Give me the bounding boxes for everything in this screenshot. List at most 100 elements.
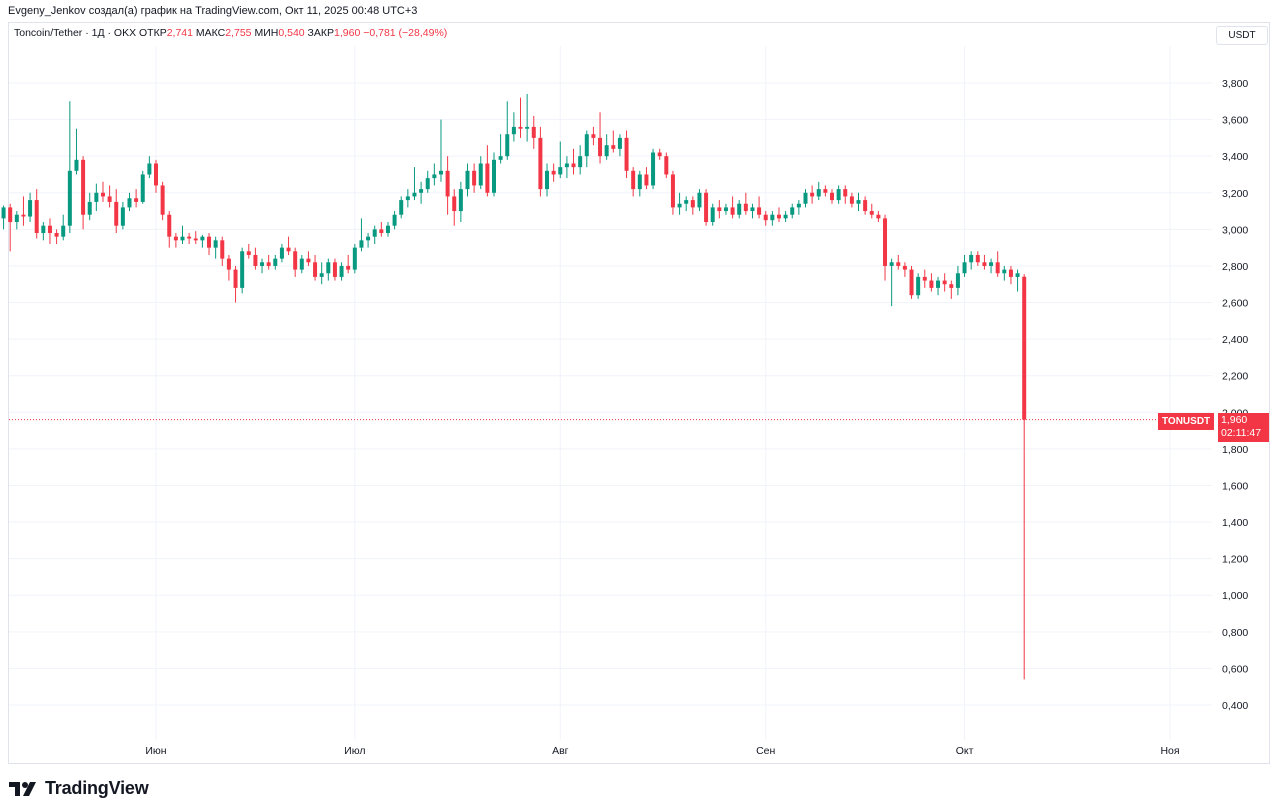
ohlc-legend: Toncoin/Tether · 1Д · OKX ОТКР2,741 МАКС…: [14, 27, 447, 39]
candle-body: [233, 269, 238, 288]
candle-body: [299, 258, 304, 270]
candle-body: [213, 240, 218, 248]
candle-body: [770, 214, 775, 221]
candle-body: [293, 251, 298, 270]
candle-body: [975, 254, 980, 263]
candle-body: [220, 240, 225, 259]
candle-body: [193, 238, 198, 241]
y-tick-label: 3,600: [1222, 115, 1248, 127]
y-tick-label: 3,800: [1222, 78, 1248, 90]
candle-body: [743, 203, 748, 212]
candle-body: [147, 163, 152, 175]
candle-body: [226, 258, 231, 270]
high-value: 2,755: [225, 27, 252, 39]
candle-body: [485, 163, 490, 193]
candle-body: [962, 262, 967, 274]
candle-body: [240, 251, 245, 288]
candle-body: [107, 196, 112, 202]
y-tick-label: 1,000: [1222, 590, 1248, 602]
y-tick-label: 1,200: [1222, 554, 1248, 566]
candle-body: [955, 273, 960, 288]
candle-body: [87, 201, 92, 215]
candle-body: [405, 196, 410, 201]
candle-body: [21, 214, 26, 217]
symbol-description[interactable]: Toncoin/Tether · 1Д · OKX: [14, 27, 137, 39]
candle-body: [61, 225, 66, 237]
candle-body: [273, 258, 278, 266]
candle-body: [684, 200, 689, 204]
y-tick-label: 2,800: [1222, 261, 1248, 273]
candle-body: [505, 134, 510, 157]
y-tick-label: 2,600: [1222, 298, 1248, 310]
candle-body: [551, 170, 556, 175]
candle-body: [432, 174, 437, 179]
candle-body: [366, 236, 371, 241]
candle-body: [558, 167, 563, 175]
y-tick-label: 3,000: [1222, 224, 1248, 236]
candle-body: [637, 174, 642, 190]
candle-body: [737, 203, 742, 215]
candle-body: [47, 225, 52, 234]
candle-body: [995, 262, 1000, 274]
candle-body: [385, 225, 390, 234]
open-value: 2,741: [166, 27, 193, 39]
candle-body: [352, 247, 357, 270]
candle-body: [425, 178, 430, 190]
candle-body: [74, 159, 79, 171]
candle-body: [412, 192, 417, 197]
candle-body: [889, 262, 894, 266]
candle-body: [34, 200, 39, 234]
candle-body: [856, 200, 861, 204]
candle-body: [306, 258, 311, 263]
candle-body: [472, 170, 477, 186]
candle-body: [624, 137, 629, 171]
candle-body: [710, 207, 715, 223]
candle-body: [326, 262, 331, 274]
y-tick-label: 1,600: [1222, 480, 1248, 492]
y-tick-label: 1,400: [1222, 517, 1248, 529]
candle-body: [969, 254, 974, 263]
candle-body: [611, 145, 616, 149]
candle-body: [127, 198, 132, 208]
candle-body: [750, 207, 755, 212]
candle-body: [207, 236, 212, 248]
candle-body: [339, 265, 344, 277]
candle-body: [279, 247, 284, 259]
candle-body: [492, 159, 496, 193]
last-price-tag: 1,960 02:11:47: [1218, 413, 1269, 442]
tradingview-wordmark: TradingView: [45, 778, 149, 798]
candle-body: [929, 280, 934, 288]
candle-body: [445, 170, 450, 197]
candle-body: [869, 211, 874, 215]
candle-body: [399, 200, 404, 215]
y-tick-label: 0,400: [1222, 700, 1248, 712]
candle-body: [584, 134, 589, 157]
candle-body: [41, 225, 46, 234]
tradingview-logo[interactable]: TradingView: [9, 778, 149, 799]
y-tick-label: 3,400: [1222, 151, 1248, 163]
candle-body: [545, 170, 550, 190]
candle-body: [531, 126, 536, 138]
close-value: 1,960: [334, 27, 361, 39]
candle-body: [949, 284, 954, 288]
candle-body: [836, 189, 841, 201]
candle-body: [167, 214, 172, 237]
candle-body: [677, 203, 682, 208]
candle-body: [359, 240, 364, 248]
currency-selector[interactable]: USDT: [1216, 26, 1268, 45]
candle-body: [723, 207, 728, 212]
candle-body: [763, 214, 768, 221]
candle-body: [690, 200, 695, 208]
candle-body: [704, 192, 709, 223]
candle-body: [438, 170, 443, 175]
open-label: ОТКР: [139, 27, 167, 39]
candle-body: [525, 126, 530, 129]
candle-body: [458, 189, 463, 212]
candle-body: [286, 247, 291, 252]
candle-body: [120, 207, 125, 226]
candle-body: [14, 214, 19, 223]
low-value: 0,540: [278, 27, 305, 39]
candle-body: [883, 218, 888, 266]
candle-body: [598, 137, 603, 157]
